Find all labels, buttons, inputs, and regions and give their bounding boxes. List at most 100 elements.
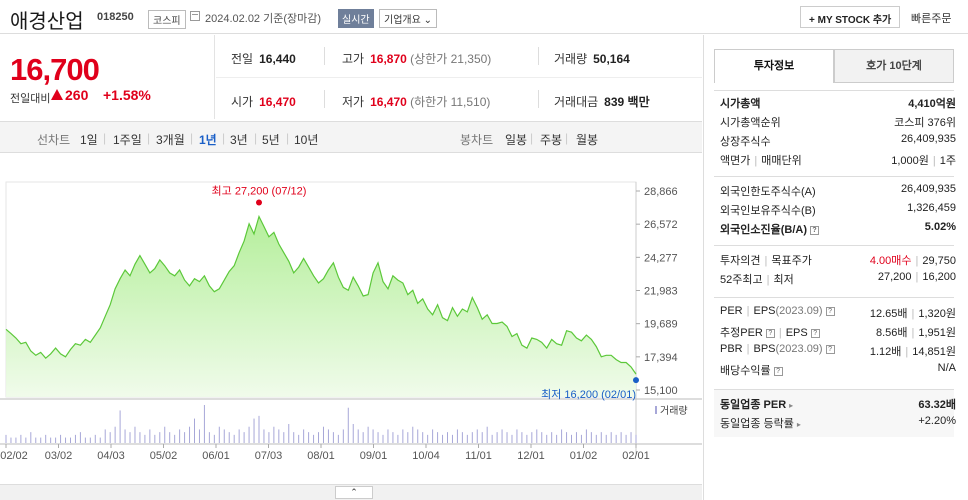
calendar-icon bbox=[190, 11, 200, 21]
tab-1w[interactable]: 1주일 bbox=[113, 133, 142, 147]
help-icon[interactable]: ? bbox=[810, 329, 820, 338]
pbr-value: 1.12배 bbox=[869, 346, 902, 358]
amount-label: 거래대금 bbox=[554, 95, 599, 109]
help-icon[interactable]: ? bbox=[773, 367, 783, 376]
market-cap-rank-value: 코스피 376위 bbox=[894, 117, 956, 129]
est-eps-value: 1,951원 bbox=[918, 327, 956, 339]
bps-value: 14,851원 bbox=[912, 346, 956, 358]
add-mystock-button[interactable]: + MY STOCK 추가 bbox=[800, 6, 901, 28]
tab-weekly[interactable]: 주봉 bbox=[540, 133, 563, 147]
help-icon[interactable]: ? bbox=[765, 329, 775, 338]
base-date: 2024.02.02 기준(장마감) bbox=[205, 13, 322, 25]
est-eps-label: EPS bbox=[785, 327, 808, 339]
market-cap-value: 4,410억원 bbox=[908, 98, 956, 110]
fast-order-link[interactable]: 빠른주문 bbox=[911, 13, 952, 25]
foreign-limit-label: 외국인한도주식수(A) bbox=[720, 186, 816, 198]
help-icon[interactable]: ? bbox=[825, 345, 835, 354]
price-area bbox=[6, 216, 636, 397]
dividend-yield-label: 배당수익률 bbox=[720, 365, 771, 377]
stock-header: 애경산업 018250 코스피 2024.02.02 기준(장마감) 실시간 기… bbox=[0, 0, 968, 34]
tab-3m[interactable]: 3개월 bbox=[156, 133, 185, 147]
investment-info-panel: 투자정보 호가 10단계 시가총액 4,410억원 시가총액순위 코스피 376위 … bbox=[703, 35, 968, 500]
per-label: PER bbox=[720, 305, 743, 317]
lower-limit: (하한가 11,510) bbox=[410, 95, 491, 109]
tab-daily[interactable]: 일봉 bbox=[505, 133, 528, 147]
prev-close-label: 전일 bbox=[231, 52, 254, 66]
par-value: 1,000원 bbox=[891, 155, 929, 167]
foreign-hold-label: 외국인보유주식수(B) bbox=[720, 205, 816, 217]
help-icon[interactable]: ? bbox=[810, 226, 819, 235]
price-stats: 전일 16,440 고가 16,870 (상한가 21,350) 거래량 50,164… bbox=[216, 35, 702, 119]
price-chart-svg: 28,866 26,572 24,277 21,983 19,689 17,394 15,1… bbox=[0, 181, 702, 462]
volume-legend-swatch bbox=[655, 406, 657, 414]
x-tick-label: 01/02 bbox=[570, 450, 598, 462]
shares-label: 상장주식수 bbox=[720, 136, 771, 148]
target-price-value: 29,750 bbox=[922, 255, 956, 267]
x-tick-label: 10/04 bbox=[412, 450, 440, 462]
chart-period-tabs: 선차트 1일 | 1주일 | 3개월 | 1년 | 3년 | 5년 | 10년 … bbox=[0, 121, 702, 153]
price-chart[interactable]: 28,866 26,572 24,277 21,983 19,689 17,394 15,1… bbox=[0, 154, 702, 484]
chevron-right-icon[interactable]: ▸ bbox=[796, 420, 801, 429]
help-icon[interactable]: ? bbox=[825, 307, 835, 316]
industry-rate-value: +2.20% bbox=[918, 415, 956, 427]
tab-investment-info[interactable]: 투자정보 bbox=[714, 49, 834, 83]
change-label: 전일대비 bbox=[10, 93, 51, 105]
x-tick-label: 02/01 bbox=[622, 450, 650, 462]
y-tick-label: 24,277 bbox=[644, 252, 678, 264]
foreign-hold-value: 1,326,459 bbox=[907, 202, 956, 214]
tab-3y[interactable]: 3년 bbox=[230, 133, 248, 147]
line-chart-label: 선차트 bbox=[37, 133, 71, 147]
trade-unit-label: 매매단위 bbox=[761, 155, 802, 167]
x-tick-label: 06/01 bbox=[202, 450, 230, 462]
industry-per-value: 63.32배 bbox=[918, 399, 956, 411]
min-marker bbox=[633, 377, 639, 384]
collapse-chart-button[interactable]: ⌃ bbox=[335, 486, 373, 499]
chevron-up-icon: ⌃ bbox=[350, 487, 358, 497]
tab-monthly[interactable]: 월봉 bbox=[576, 133, 599, 147]
candle-chart-label: 봉차트 bbox=[460, 133, 494, 147]
volume-label: 거래량 bbox=[554, 52, 588, 66]
chart-toggle-bar: ⌃ bbox=[0, 484, 702, 500]
prev-close-value: 16,440 bbox=[259, 52, 296, 66]
company-overview-label: 기업개요 bbox=[384, 15, 421, 26]
min-label: 최저 16,200 (02/01) bbox=[541, 388, 636, 401]
market-badge: 코스피 bbox=[148, 10, 186, 29]
week52-high-label: 52주최고 bbox=[720, 274, 763, 286]
x-tick-label: 09/01 bbox=[360, 450, 388, 462]
foreign-ratio-value: 5.02% bbox=[924, 221, 956, 233]
bps-label: BPS bbox=[753, 343, 776, 355]
tab-10y[interactable]: 10년 bbox=[294, 133, 319, 147]
week52-low-value: 16,200 bbox=[922, 271, 956, 283]
realtime-button[interactable]: 실시간 bbox=[338, 9, 374, 28]
x-tick-label: 07/03 bbox=[255, 450, 283, 462]
opinion-label: 투자의견 bbox=[720, 255, 761, 267]
y-tick-label: 26,572 bbox=[644, 219, 678, 231]
tab-1y[interactable]: 1년 bbox=[199, 133, 217, 147]
chevron-right-icon[interactable]: ▸ bbox=[789, 401, 794, 410]
company-overview-dropdown[interactable]: 기업개요 ⌄ bbox=[379, 9, 437, 28]
tab-1d[interactable]: 1일 bbox=[80, 133, 98, 147]
stock-name: 애경산업 bbox=[10, 11, 84, 33]
week52-low-label: 최저 bbox=[773, 274, 794, 286]
price-line bbox=[5, 214, 637, 375]
market-cap-label: 시가총액 bbox=[720, 98, 761, 110]
tab-5y[interactable]: 5년 bbox=[262, 133, 280, 147]
y-tick-label: 19,689 bbox=[644, 319, 678, 331]
price-change-percent: +1.58% bbox=[103, 87, 151, 103]
volume-value: 50,164 bbox=[593, 52, 630, 66]
trade-unit-value: 1주 bbox=[939, 155, 956, 167]
high-value: 16,870 bbox=[370, 52, 407, 66]
dividend-yield-value: N/A bbox=[937, 362, 956, 374]
par-label: 액면가 bbox=[720, 155, 751, 167]
eps-label: EPS bbox=[753, 305, 776, 317]
foreign-ratio-label: 외국인소진율(B/A) bbox=[720, 224, 807, 236]
pbr-label: PBR bbox=[720, 343, 743, 355]
stock-code: 018250 bbox=[97, 11, 134, 23]
target-price-label: 목표주가 bbox=[771, 255, 812, 267]
eps-year: (2023.09) bbox=[775, 305, 823, 317]
volume-label: 거래량 bbox=[660, 405, 688, 417]
x-tick-label: 03/02 bbox=[45, 450, 73, 462]
bps-year: (2023.09) bbox=[775, 343, 823, 355]
tab-order-book[interactable]: 호가 10단계 bbox=[834, 49, 954, 83]
up-arrow-icon bbox=[51, 89, 63, 100]
